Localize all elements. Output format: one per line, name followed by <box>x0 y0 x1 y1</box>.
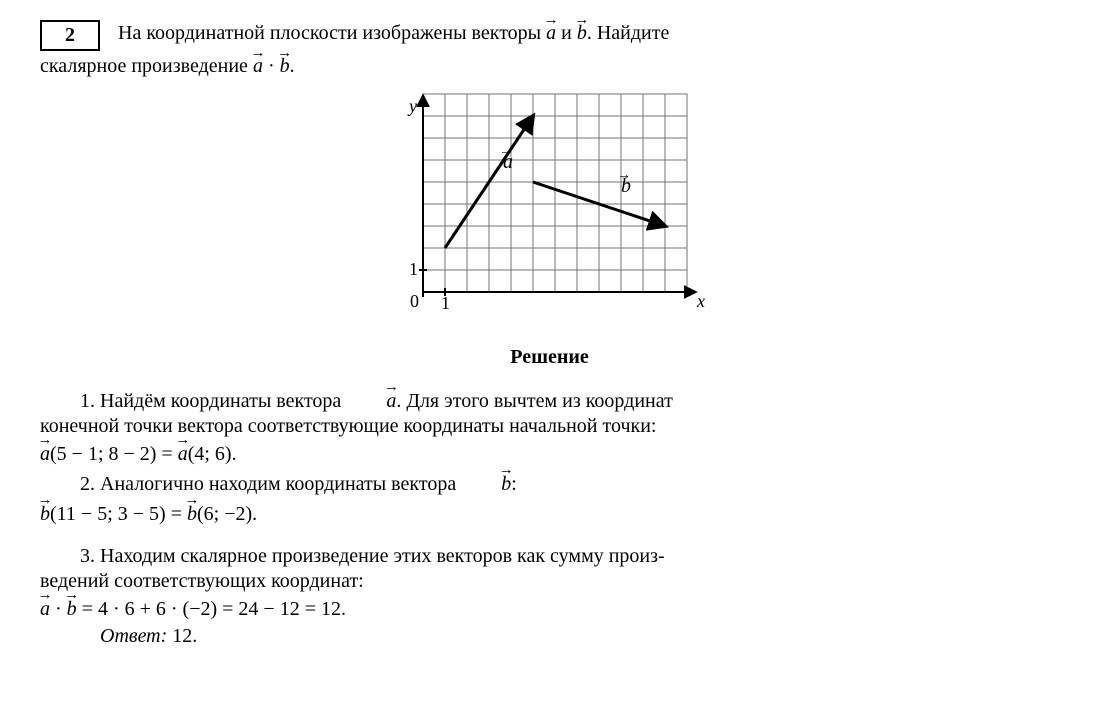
solution-step-3-line1: 3. Находим скалярное произведение этих в… <box>40 542 1059 570</box>
text: . Найдите <box>587 22 670 44</box>
vector-b-symbol: b <box>280 55 290 78</box>
text: 1. Найдём координаты вектора <box>80 390 346 412</box>
vector-figure: 0 1 1 x y a → b → <box>395 92 705 312</box>
solution-step-1-line1: 1. Найдём координаты вектора a. Для этог… <box>40 387 1059 415</box>
problem-header: 2 На координатной плоскости изображены в… <box>40 20 1059 51</box>
arrow-icon: → <box>617 168 631 183</box>
text: (4; 6). <box>188 443 237 465</box>
vector-b-symbol: b <box>187 500 197 528</box>
x-tick-label: 1 <box>441 293 450 312</box>
text: скалярное произведение <box>40 55 253 77</box>
answer-line: Ответ: 12. <box>40 625 1059 648</box>
answer-label: Ответ: <box>100 625 167 647</box>
vector-b-symbol: b <box>67 595 77 623</box>
text: (5 − 1; 8 − 2) = <box>50 443 178 465</box>
vector-a-symbol: a <box>40 595 50 623</box>
vector-b-symbol: b <box>40 500 50 528</box>
problem-text-line1: На координатной плоскости изображены век… <box>118 20 669 47</box>
solution-title: Решение <box>40 346 1059 369</box>
text: . Для этого вычтем из координат <box>396 390 673 412</box>
solution-step-1-line2: конечной точки вектора соответствующие к… <box>40 415 1059 438</box>
vector-b-symbol: b <box>461 470 511 498</box>
text: На координатной плоскости изображены век… <box>118 22 546 44</box>
vector-a-symbol: a <box>178 440 188 468</box>
text: (11 − 5; 3 − 5) = <box>50 503 187 525</box>
y-axis-label: y <box>407 96 417 116</box>
vector-a-symbol: a <box>253 55 263 78</box>
figure-container: 0 1 1 x y a → b → <box>40 92 1059 318</box>
answer-value: 12. <box>167 625 197 647</box>
problem-number-box: 2 <box>40 20 100 51</box>
solution-step-3-line2: ведений соответствующих координат: <box>40 570 1059 593</box>
vector-a-symbol: a <box>546 20 556 47</box>
text: 2. Аналогично находим координаты вектора <box>80 473 461 495</box>
text: (6; −2). <box>197 503 257 525</box>
solution-step-3-formula: a · b = 4 · 6 + 6 · (−2) = 24 − 12 = 12. <box>40 595 1059 623</box>
solution-step-1-formula: a(5 − 1; 8 − 2) = a(4; 6). <box>40 440 1059 468</box>
text: = 4 · 6 + 6 · (−2) = 24 − 12 = 12. <box>77 598 346 620</box>
origin-label: 0 <box>410 291 419 311</box>
problem-text-line2: скалярное произведение a · b. <box>40 55 1059 78</box>
vector-a-symbol: a <box>40 440 50 468</box>
vector-b-symbol: b <box>577 20 587 47</box>
problem-number: 2 <box>65 24 75 46</box>
arrow-icon: → <box>499 144 513 159</box>
solution-step-2-formula: b(11 − 5; 3 − 5) = b(6; −2). <box>40 500 1059 528</box>
x-axis-label: x <box>696 291 705 311</box>
vector-a-symbol: a <box>346 387 396 415</box>
y-tick-label: 1 <box>409 259 418 279</box>
